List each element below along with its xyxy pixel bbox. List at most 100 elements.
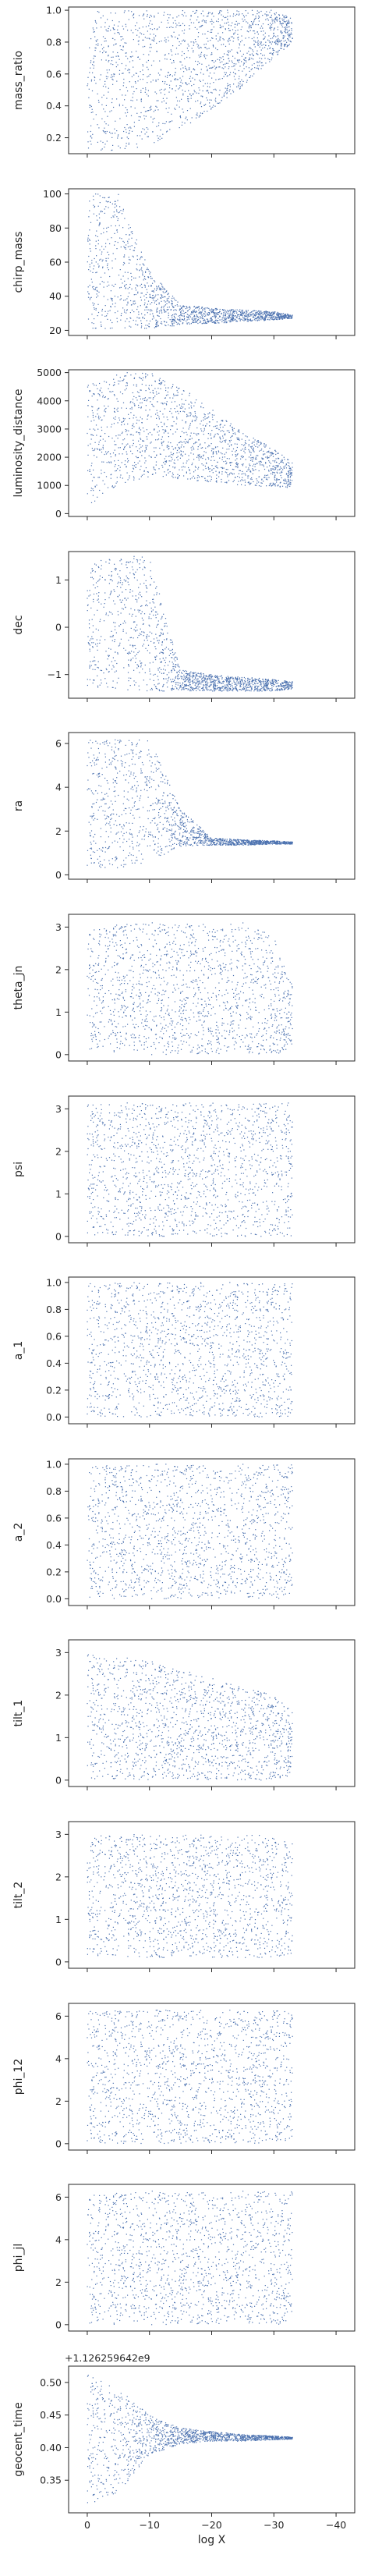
data-point <box>161 644 163 646</box>
data-point <box>279 21 281 23</box>
data-point <box>225 318 226 320</box>
data-point <box>135 287 136 289</box>
data-point <box>186 83 188 86</box>
data-point <box>103 461 104 463</box>
data-point <box>274 469 276 470</box>
data-point <box>199 312 200 314</box>
data-point <box>99 195 101 197</box>
data-point <box>163 441 165 442</box>
data-point <box>249 686 251 687</box>
data-point <box>162 291 164 293</box>
data-point <box>272 37 274 39</box>
data-point <box>200 95 202 97</box>
data-point <box>288 314 290 317</box>
data-point <box>165 460 167 463</box>
data-point <box>215 428 217 429</box>
data-point <box>109 453 111 455</box>
data-point <box>191 318 193 320</box>
data-point <box>228 51 229 54</box>
data-point <box>94 486 96 488</box>
data-point <box>264 474 266 476</box>
data-point <box>271 19 273 20</box>
data-point <box>214 312 216 314</box>
data-point <box>225 460 227 462</box>
data-point <box>126 466 127 467</box>
data-point <box>241 61 242 62</box>
data-point <box>168 17 170 19</box>
data-point <box>197 36 199 37</box>
data-point <box>119 69 121 71</box>
data-point <box>115 464 116 466</box>
data-point <box>161 101 163 103</box>
data-point <box>244 318 246 320</box>
data-point <box>116 211 118 212</box>
data-point <box>101 48 104 50</box>
data-point <box>114 29 115 30</box>
data-point <box>147 292 148 293</box>
data-point <box>140 112 142 114</box>
data-point <box>168 676 170 678</box>
data-point <box>250 314 252 315</box>
data-point <box>268 59 270 61</box>
data-point <box>175 78 176 80</box>
data-point <box>255 463 256 465</box>
data-point <box>260 53 262 55</box>
data-point <box>143 115 145 117</box>
data-point <box>198 457 200 459</box>
data-point <box>108 461 110 463</box>
data-point <box>113 666 115 668</box>
data-point <box>145 445 147 446</box>
data-point <box>162 403 164 405</box>
data-point <box>93 598 94 600</box>
data-point <box>275 467 277 469</box>
data-point <box>129 652 131 654</box>
data-point <box>249 24 250 26</box>
data-point <box>212 419 214 420</box>
data-point <box>276 690 278 691</box>
data-point <box>179 324 181 325</box>
data-point <box>241 318 242 320</box>
data-point <box>272 452 274 454</box>
data-point <box>274 459 276 462</box>
data-point <box>97 649 98 651</box>
data-point <box>250 48 252 50</box>
data-point <box>129 130 130 132</box>
data-point <box>186 471 187 473</box>
data-point <box>212 44 214 46</box>
data-point <box>215 689 217 690</box>
data-point <box>219 319 221 321</box>
data-point <box>241 35 242 37</box>
data-point <box>97 205 99 207</box>
data-point <box>126 382 128 384</box>
data-point <box>185 686 186 687</box>
data-point <box>230 321 232 323</box>
data-point <box>145 375 147 377</box>
data-point <box>111 74 112 76</box>
data-point <box>102 492 104 494</box>
data-point <box>106 315 108 317</box>
data-point <box>230 464 232 466</box>
data-point <box>117 32 119 34</box>
data-point <box>138 314 140 315</box>
data-point <box>194 318 196 320</box>
data-point <box>148 25 150 27</box>
data-point <box>131 276 133 278</box>
data-point <box>218 471 220 473</box>
data-point <box>183 316 185 318</box>
data-point <box>260 443 262 445</box>
data-point <box>264 13 266 15</box>
data-point <box>242 688 244 690</box>
data-point <box>115 205 118 207</box>
data-point <box>104 396 105 399</box>
data-point <box>110 306 111 307</box>
data-point <box>95 21 97 23</box>
data-point <box>194 415 196 417</box>
data-point <box>169 59 172 60</box>
data-point <box>271 318 273 320</box>
data-point <box>171 35 172 37</box>
data-point <box>171 303 172 304</box>
data-point <box>131 245 133 247</box>
data-point <box>242 456 244 458</box>
data-point <box>274 467 276 468</box>
